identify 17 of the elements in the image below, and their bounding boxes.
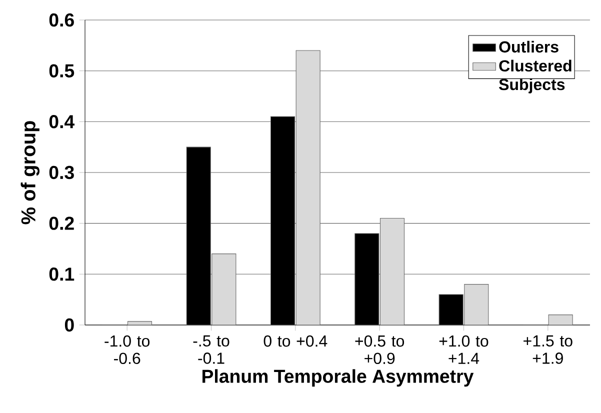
y-tick-label: 0.5: [49, 64, 74, 78]
x-tick-label: +1.0 to +1.4: [439, 335, 488, 364]
x-tick-label: 0 to +0.4: [264, 335, 328, 347]
x-axis-title: Planum Temporale Asymmetry: [202, 369, 474, 387]
y-axis-title: % of group: [20, 121, 40, 224]
x-tick-label: -1.0 to -0.6: [104, 335, 150, 364]
y-tick-label: 0: [64, 318, 74, 332]
y-tick-label: 0.6: [49, 13, 74, 27]
x-tick-label: +0.5 to +0.9: [355, 335, 404, 364]
y-tick-label: 0.3: [49, 166, 74, 180]
y-tick-label: 0.1: [49, 268, 74, 281]
legend-label: Clustered Subjects: [499, 60, 572, 94]
y-tick-label: 0.4: [49, 115, 75, 128]
y-tick-label: 0.2: [49, 216, 74, 230]
x-tick-label: +1.5 to +1.9: [524, 335, 572, 364]
legend-label: Outliers: [499, 40, 558, 53]
x-tick-label: -.5 to -0.1: [193, 335, 230, 364]
